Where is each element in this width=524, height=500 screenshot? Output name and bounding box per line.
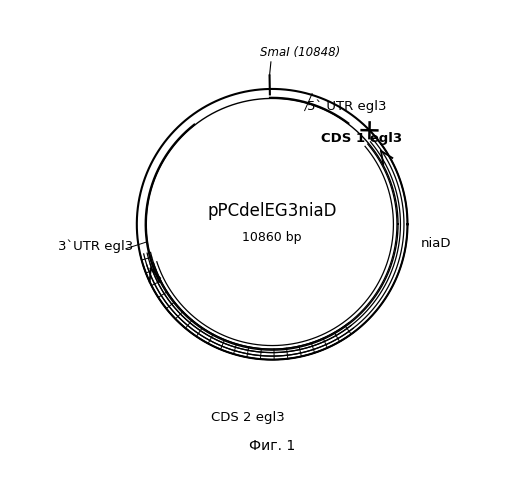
Text: Фиг. 1: Фиг. 1 [249, 439, 296, 453]
Text: pPCdelEG3niaD: pPCdelEG3niaD [208, 202, 337, 220]
Text: 3`UTR egl3: 3`UTR egl3 [58, 239, 134, 252]
Text: SmaI (10848): SmaI (10848) [260, 46, 340, 59]
Text: 5` UTR egl3: 5` UTR egl3 [308, 100, 387, 114]
Text: CDS 2 egl3: CDS 2 egl3 [211, 411, 285, 424]
Text: niaD: niaD [421, 236, 452, 250]
Text: 10860 bp: 10860 bp [243, 232, 302, 244]
Text: CDS 1 egl3: CDS 1 egl3 [321, 132, 402, 145]
